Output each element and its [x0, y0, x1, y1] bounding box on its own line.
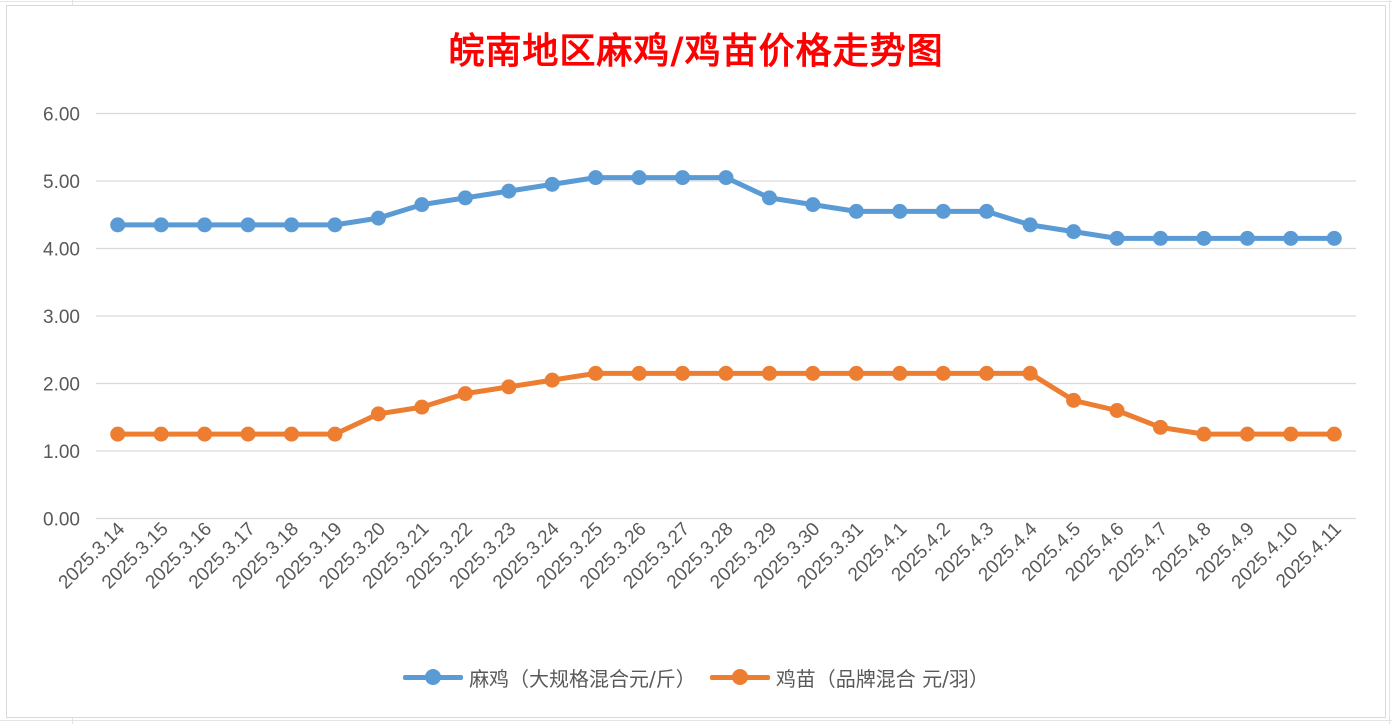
sheet-gridline — [0, 720, 1392, 721]
chart-legend: 麻鸡（大规格混合元/斤） 鸡苗（品牌混合 元/羽） — [0, 662, 1392, 692]
series-line-1 — [115, 175, 1337, 241]
data-point[interactable] — [1066, 392, 1082, 408]
data-point[interactable] — [761, 190, 777, 206]
data-point[interactable] — [761, 365, 777, 381]
data-point[interactable] — [327, 426, 343, 442]
data-point[interactable] — [457, 386, 473, 402]
y-tick-label: 0.00 — [43, 510, 80, 531]
data-point[interactable] — [588, 365, 604, 381]
data-point[interactable] — [414, 197, 430, 213]
data-point[interactable] — [1239, 230, 1255, 246]
data-point[interactable] — [327, 217, 343, 233]
data-point[interactable] — [457, 190, 473, 206]
data-point[interactable] — [675, 170, 691, 186]
data-point[interactable] — [370, 210, 386, 226]
data-point[interactable] — [544, 372, 560, 388]
data-point[interactable] — [153, 217, 169, 233]
data-point[interactable] — [675, 365, 691, 381]
data-point[interactable] — [153, 426, 169, 442]
data-point[interactable] — [1152, 419, 1168, 435]
y-tick-label: 2.00 — [43, 375, 80, 396]
data-point[interactable] — [631, 365, 647, 381]
legend-item-series-1: 麻鸡（大规格混合元/斤） — [403, 662, 696, 692]
legend-label: 麻鸡（大规格混合元/斤） — [469, 666, 696, 691]
sheet-gridline — [0, 1, 1392, 2]
data-point[interactable] — [848, 203, 864, 219]
data-point[interactable] — [1326, 426, 1342, 442]
data-point[interactable] — [892, 365, 908, 381]
y-tick-label: 4.00 — [43, 240, 80, 261]
data-point[interactable] — [718, 365, 734, 381]
data-point[interactable] — [284, 426, 300, 442]
data-point[interactable] — [979, 203, 995, 219]
data-point[interactable] — [848, 365, 864, 381]
y-tick-label: 3.00 — [43, 307, 80, 328]
y-tick-label: 1.00 — [43, 442, 80, 463]
legend-label: 鸡苗（品牌混合 元/羽） — [775, 666, 989, 691]
data-point[interactable] — [197, 426, 213, 442]
data-point[interactable] — [805, 197, 821, 213]
chart-area[interactable] — [6, 5, 1386, 718]
data-point[interactable] — [935, 203, 951, 219]
data-point[interactable] — [1283, 426, 1299, 442]
data-point[interactable] — [110, 426, 126, 442]
data-point[interactable] — [1196, 426, 1212, 442]
data-point[interactable] — [544, 176, 560, 192]
data-point[interactable] — [1283, 230, 1299, 246]
data-point[interactable] — [110, 217, 126, 233]
data-point[interactable] — [1022, 365, 1038, 381]
data-point[interactable] — [284, 217, 300, 233]
y-tick-label: 6.00 — [43, 105, 80, 126]
legend-marker-blue — [403, 662, 464, 692]
data-point[interactable] — [414, 399, 430, 415]
legend-marker-orange — [709, 662, 770, 692]
data-point[interactable] — [501, 183, 517, 199]
data-point[interactable] — [805, 365, 821, 381]
data-point[interactable] — [1109, 403, 1125, 418]
data-point[interactable] — [935, 365, 951, 381]
data-point[interactable] — [197, 217, 213, 233]
data-point[interactable] — [240, 217, 256, 233]
data-point[interactable] — [588, 170, 604, 186]
data-point[interactable] — [1109, 230, 1125, 246]
y-tick-label: 5.00 — [43, 172, 80, 193]
data-point[interactable] — [1022, 217, 1038, 233]
chart-title: 皖南地区麻鸡/鸡苗价格走势图 — [448, 30, 944, 72]
legend-item-series-2: 鸡苗（品牌混合 元/羽） — [709, 662, 989, 692]
series-line-2 — [115, 370, 1337, 437]
data-point[interactable] — [240, 426, 256, 442]
sheet-gridline — [1389, 0, 1390, 724]
data-point[interactable] — [1066, 224, 1082, 240]
data-point[interactable] — [631, 170, 647, 186]
data-point[interactable] — [370, 406, 386, 422]
data-point[interactable] — [1326, 230, 1342, 246]
data-point[interactable] — [501, 379, 517, 395]
data-point[interactable] — [1196, 230, 1212, 246]
data-point[interactable] — [892, 203, 908, 219]
data-point[interactable] — [1239, 426, 1255, 442]
data-point[interactable] — [979, 365, 995, 381]
data-point[interactable] — [718, 170, 734, 186]
data-point[interactable] — [1152, 230, 1168, 246]
